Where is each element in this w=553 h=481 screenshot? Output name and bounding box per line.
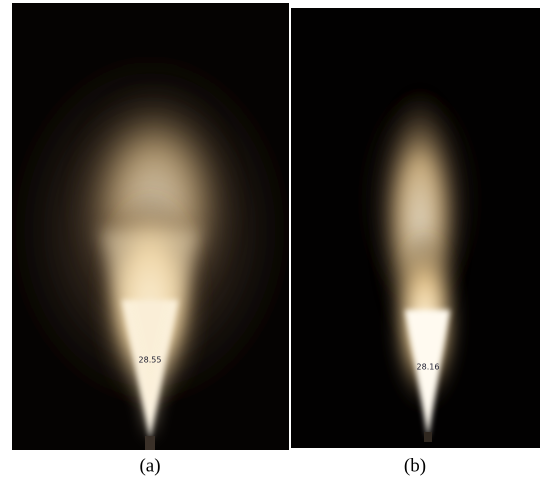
photo-a <box>0 3 300 450</box>
figure: 28.55 28.16 (a) (b) <box>0 0 553 481</box>
photo-b <box>291 8 540 448</box>
panel-label: (b) <box>404 455 426 476</box>
annotation: 28.55 <box>139 356 162 365</box>
annotation: 28.16 <box>417 363 440 372</box>
panel-label: (a) <box>139 455 160 476</box>
page: {"panels": [{"label": "(a)", "annotation… <box>0 0 553 481</box>
